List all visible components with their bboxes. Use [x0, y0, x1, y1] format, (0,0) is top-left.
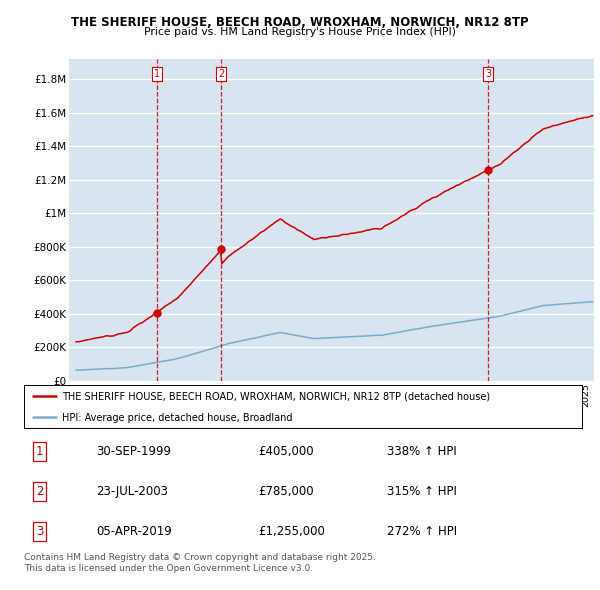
Text: 315% ↑ HPI: 315% ↑ HPI	[387, 484, 457, 498]
Text: 2: 2	[36, 484, 43, 498]
Text: 3: 3	[485, 69, 491, 79]
Text: 2: 2	[218, 69, 224, 79]
Text: Price paid vs. HM Land Registry's House Price Index (HPI): Price paid vs. HM Land Registry's House …	[144, 27, 456, 37]
Text: £785,000: £785,000	[259, 484, 314, 498]
Text: 30-SEP-1999: 30-SEP-1999	[97, 445, 172, 458]
Text: 23-JUL-2003: 23-JUL-2003	[97, 484, 169, 498]
Text: 1: 1	[154, 69, 160, 79]
Text: HPI: Average price, detached house, Broadland: HPI: Average price, detached house, Broa…	[62, 412, 292, 422]
Text: £1,255,000: £1,255,000	[259, 525, 325, 537]
Text: THE SHERIFF HOUSE, BEECH ROAD, WROXHAM, NORWICH, NR12 8TP (detached house): THE SHERIFF HOUSE, BEECH ROAD, WROXHAM, …	[62, 391, 490, 401]
Text: 1: 1	[36, 445, 43, 458]
Text: 338% ↑ HPI: 338% ↑ HPI	[387, 445, 457, 458]
Text: 05-APR-2019: 05-APR-2019	[97, 525, 172, 537]
Text: 272% ↑ HPI: 272% ↑ HPI	[387, 525, 457, 537]
Text: £405,000: £405,000	[259, 445, 314, 458]
Text: THE SHERIFF HOUSE, BEECH ROAD, WROXHAM, NORWICH, NR12 8TP: THE SHERIFF HOUSE, BEECH ROAD, WROXHAM, …	[71, 16, 529, 29]
Text: 3: 3	[36, 525, 43, 537]
Text: Contains HM Land Registry data © Crown copyright and database right 2025.
This d: Contains HM Land Registry data © Crown c…	[24, 553, 376, 573]
